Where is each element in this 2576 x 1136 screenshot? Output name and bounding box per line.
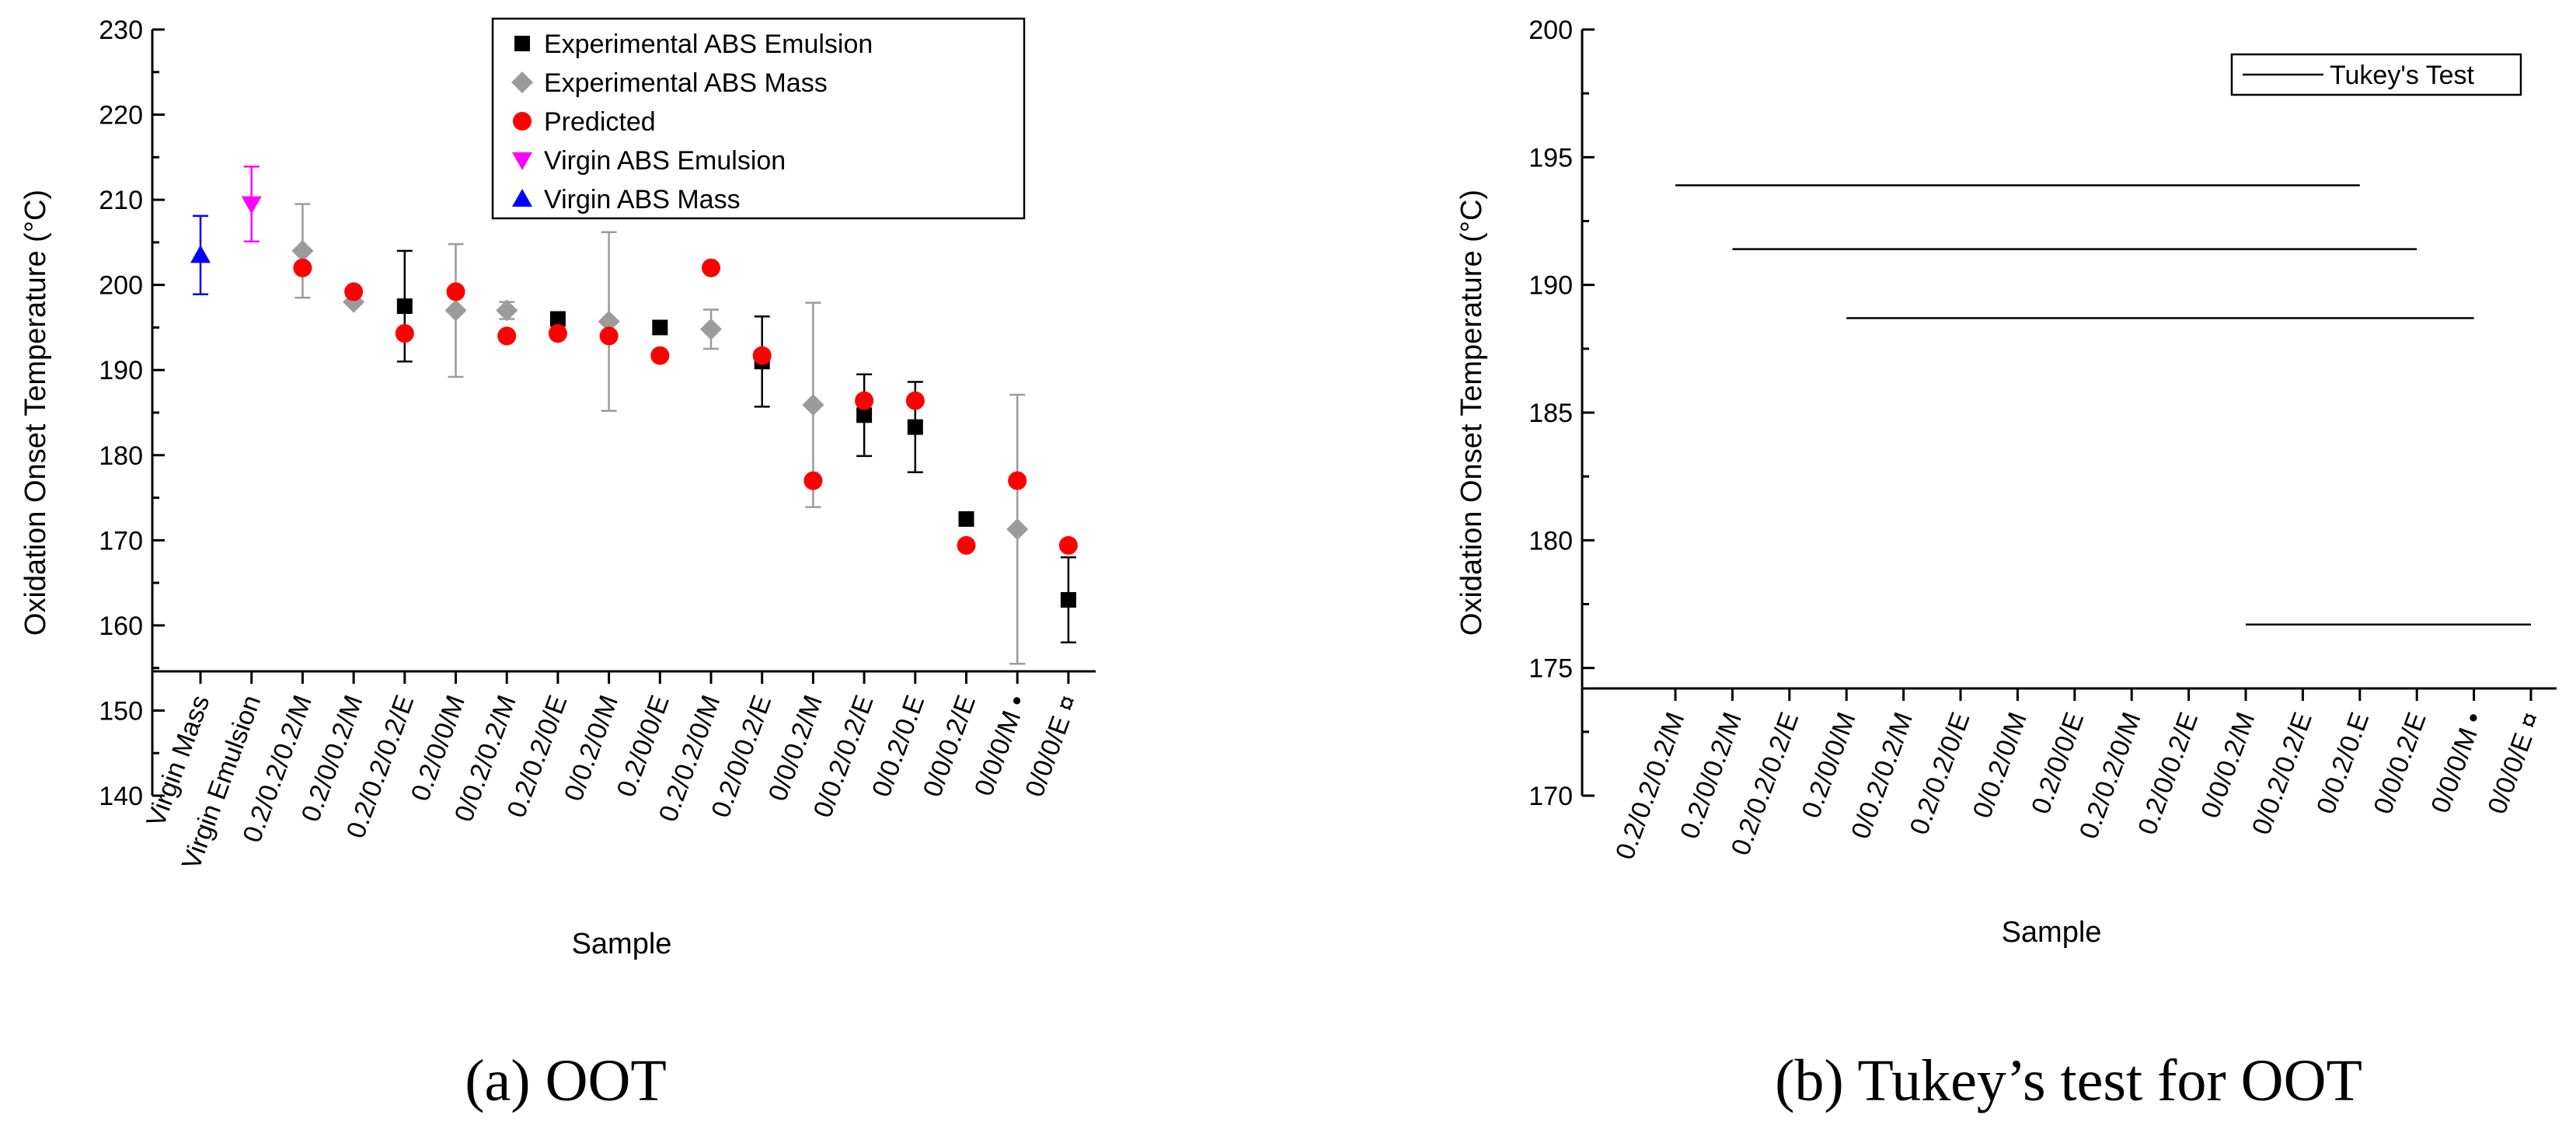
point-experimental-abs-emulsion-0-0-0-e <box>1060 592 1076 608</box>
panel-a-y-tick-label: 170 <box>99 526 143 556</box>
panel-a-y-ticks: 140 150 160 170 180 190 200 210 220 230 <box>99 16 165 811</box>
point-predicted-0-2-0-2-0-2-m <box>293 258 312 277</box>
panel-b-x-tick-label-0-0-0-e: 0/0/0/E ¤ <box>2482 709 2546 818</box>
panel-a-markers <box>190 196 1078 608</box>
panel-b-x-tick-label-0-2-0-2-0-2-m: 0.2/0.2/0.2/M <box>1610 709 1691 863</box>
point-experimental-abs-emulsion-0-0-2-0-e <box>907 419 923 435</box>
panel-a-y-tick-label: 150 <box>99 696 143 726</box>
panel-b-x-tick-label-0-2-0-0-e: 0.2/0/0/E <box>2026 709 2090 818</box>
panel-a-error-bars <box>193 166 1076 665</box>
point-predicted-0-2-0-2-0-m <box>702 258 720 277</box>
point-predicted-0-2-0-0-e <box>650 346 670 365</box>
panel-b-caption: (b) Tukey’s test for OOT <box>1775 1048 2362 1113</box>
panel-b-x-tick-label-0-0-0-2-e: 0/0/0.2/E <box>2368 709 2431 818</box>
point-virgin-abs-emulsion-virgin-emulsion <box>241 196 262 214</box>
panel-b-y-tick-label: 195 <box>1529 143 1573 172</box>
panel-a-y-tick-label: 190 <box>99 356 143 385</box>
point-experimental-abs-mass-0-2-0-0-m <box>444 299 467 322</box>
point-predicted-0-0-0-e <box>1058 535 1078 555</box>
panel-a-y-tick-label: 200 <box>99 271 143 301</box>
panel-a-y-tick-label: 140 <box>99 782 143 811</box>
panel-a-y-tick-label: 230 <box>99 16 143 45</box>
panel-b-y-tick-label: 200 <box>1529 16 1573 45</box>
panel-b-y-tick-label: 180 <box>1529 526 1573 556</box>
point-predicted-0-0-0-2-e <box>957 535 976 555</box>
point-experimental-abs-emulsion-0-2-0-2-0-2-e <box>396 298 413 315</box>
panel-b-x-tick-label-0-0-2-0-e: 0/0.2/0.E <box>2311 709 2375 818</box>
panel-b-x-axis-label: Sample <box>2002 916 2102 949</box>
legend-marker-predicted <box>513 112 532 131</box>
panel-a-y-axis-label: Oxidation Onset Temperature (°C) <box>19 190 52 636</box>
point-predicted-0-0-0-2-m <box>803 471 823 490</box>
panel-b-y-tick-label: 190 <box>1529 271 1573 301</box>
panel-a-y-tick-label: 180 <box>99 441 143 471</box>
panel-b-y-axis-label: Oxidation Onset Temperature (°C) <box>1455 190 1488 636</box>
point-predicted-0-0-2-0-2-m <box>497 326 517 346</box>
legend-label-predicted: Predicted <box>544 107 656 137</box>
point-experimental-abs-mass-0-0-2-0-m <box>598 310 620 333</box>
panel-b-legend-label: Tukey's Test <box>2330 61 2475 90</box>
legend-marker-virgin-abs-emulsion <box>512 152 532 170</box>
panel-b-x-tick-label-0-0-0-2-m: 0/0/0.2/M <box>2195 709 2261 822</box>
legend-marker-experimental-abs-mass <box>511 71 533 93</box>
panel-b-y-tick-label: 185 <box>1529 399 1573 428</box>
panel-b-x-ticks: 0.2/0.2/0.2/M0.2/0/0.2/M0.2/0.2/0.2/E0.2… <box>1610 688 2546 863</box>
panel-a-legend: Experimental ABS Emulsion Experimental AB… <box>491 17 1026 220</box>
point-experimental-abs-emulsion-0-0-0-2-e <box>958 511 974 527</box>
point-experimental-abs-mass-0-0-2-0-2-m <box>496 299 518 322</box>
panel-b-x-tick-label-0-0-2-0-m: 0/0.2/0/M <box>1968 709 2033 822</box>
panel-a-y-tick-label: 160 <box>99 612 143 641</box>
legend-label-virgin-abs-emulsion: Virgin ABS Emulsion <box>544 146 786 176</box>
panel-b-legend: Tukey's Test <box>2230 53 2522 96</box>
point-predicted-0-0-2-0-2-e <box>855 391 874 410</box>
panel-a-oot-chart: 140 150 160 170 180 190 200 210 220 230 Virgin Ma… <box>19 16 1096 1113</box>
point-experimental-abs-emulsion-0-2-0-0-e <box>652 319 668 336</box>
point-predicted-0-0-2-0-m <box>599 326 619 346</box>
legend-label-experimental-abs-mass: Experimental ABS Mass <box>544 68 828 98</box>
panel-b-y-tick-label: 170 <box>1529 782 1573 811</box>
panel-b-y-ticks: 170 175 180 185 190 195 200 <box>1529 16 1595 811</box>
panel-a-y-tick-label: 220 <box>99 101 143 131</box>
legend-marker-virgin-abs-mass <box>512 189 532 207</box>
point-predicted-0-0-2-0-e <box>905 391 925 410</box>
point-predicted-0-2-0-0-2-e <box>752 346 772 365</box>
point-experimental-abs-mass-0-0-0-2-m <box>802 394 824 416</box>
panel-a-caption: (a) OOT <box>465 1048 667 1113</box>
point-predicted-0-2-0-0-m <box>446 282 465 301</box>
legend-marker-experimental-abs-emulsion <box>514 36 530 51</box>
point-experimental-abs-mass-0-0-0-m <box>1006 518 1029 541</box>
panel-b-y-tick-label: 175 <box>1529 654 1573 684</box>
point-predicted-0-2-0-2-0-2-e <box>395 324 414 343</box>
panel-b-x-tick-label-0-2-0-0-m: 0.2/0/0/M <box>1797 709 1862 822</box>
point-experimental-abs-emulsion-0-0-2-0-2-e <box>856 407 873 423</box>
point-predicted-0-2-0-0-2-m <box>344 282 364 301</box>
panel-b-tukey-lines <box>1675 184 2531 626</box>
panel-a-legend-frame <box>491 17 1026 220</box>
panel-a-x-axis-label: Sample <box>572 928 672 960</box>
point-experimental-abs-emulsion-0-2-0-2-0-e <box>549 311 566 327</box>
panel-b-x-tick-label-0-0-0-m: 0/0/0/M • <box>2425 709 2489 817</box>
legend-label-virgin-abs-mass: Virgin ABS Mass <box>544 185 741 214</box>
point-predicted-0-0-0-m <box>1008 471 1027 490</box>
point-experimental-abs-mass-0-2-0-2-0-m <box>700 318 722 340</box>
point-experimental-abs-mass-0-2-0-2-0-2-m <box>291 239 314 262</box>
panel-a-y-tick-label: 210 <box>99 186 143 215</box>
point-predicted-0-2-0-2-0-e <box>548 324 567 343</box>
point-virgin-abs-mass-virgin-mass <box>190 245 211 263</box>
legend-label-experimental-abs-emulsion: Experimental ABS Emulsion <box>544 30 873 59</box>
